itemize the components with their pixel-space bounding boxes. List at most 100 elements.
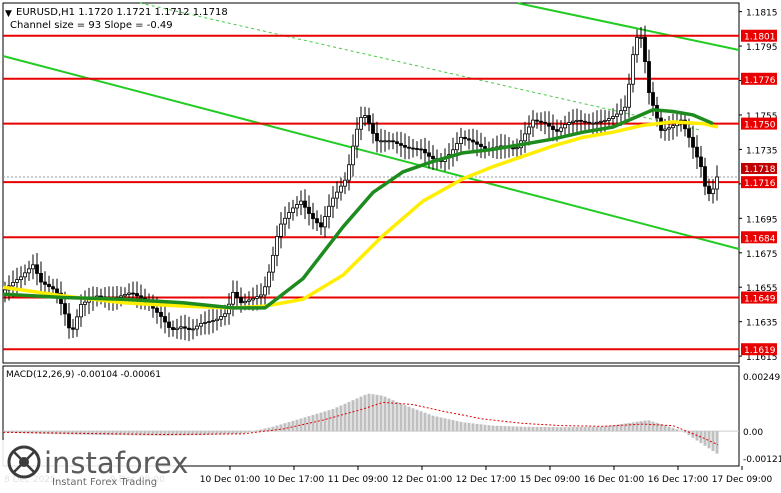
macd-bar-32 bbox=[131, 431, 135, 436]
macd-bar-38 bbox=[155, 431, 159, 436]
level-label-6: 1.1619 bbox=[744, 346, 776, 356]
candle-body-177 bbox=[711, 188, 715, 195]
macd-bar-164 bbox=[659, 423, 663, 432]
macd-bar-114 bbox=[459, 421, 463, 432]
macd-bar-64 bbox=[259, 429, 263, 432]
macd-bar-24 bbox=[99, 431, 103, 435]
y-tick-label-3: 1.1755 bbox=[746, 112, 778, 122]
macd-bar-94 bbox=[379, 395, 383, 432]
macd-bar-133 bbox=[535, 426, 539, 432]
x-tick-label-4: 12 Dec 17:00 bbox=[456, 475, 517, 485]
candle-body-80 bbox=[323, 216, 327, 228]
macd-bar-31 bbox=[127, 431, 131, 436]
macd-bar-82 bbox=[331, 409, 335, 432]
candle-body-78 bbox=[315, 218, 319, 224]
macd-bar-170 bbox=[683, 431, 687, 433]
macd-bar-126 bbox=[507, 426, 511, 432]
candle-body-106 bbox=[427, 152, 431, 157]
macd-bar-25 bbox=[103, 431, 107, 435]
candle-body-176 bbox=[707, 185, 711, 195]
level-label-box-6 bbox=[741, 343, 777, 356]
macd-bar-129 bbox=[519, 426, 523, 432]
macd-bar-50 bbox=[203, 431, 207, 436]
macd-bar-157 bbox=[631, 422, 635, 432]
macd-bar-99 bbox=[399, 403, 403, 432]
macd-bar-148 bbox=[595, 426, 599, 432]
macd-bar-13 bbox=[55, 431, 59, 435]
macd-bar-85 bbox=[343, 403, 347, 432]
macd-bar-66 bbox=[267, 427, 271, 432]
y-tick-label-0: 1.1815 bbox=[746, 9, 778, 19]
candle-body-105 bbox=[423, 149, 427, 154]
candle-body-40 bbox=[163, 316, 167, 323]
macd-bar-41 bbox=[167, 431, 171, 436]
macd-bar-113 bbox=[455, 420, 459, 432]
macd-bar-103 bbox=[415, 409, 419, 432]
macd-bar-145 bbox=[583, 426, 587, 432]
macd-bar-67 bbox=[271, 426, 275, 432]
macd-bar-56 bbox=[227, 431, 231, 435]
logo-emblem-icon bbox=[7, 445, 41, 479]
level-label-4: 1.1684 bbox=[744, 234, 776, 244]
candle-body-102 bbox=[411, 147, 415, 150]
candle-body-92 bbox=[371, 123, 375, 134]
macd-bar-139 bbox=[559, 427, 563, 432]
macd-bar-142 bbox=[571, 427, 575, 432]
macd-bar-91 bbox=[367, 393, 371, 432]
macd-bar-49 bbox=[199, 431, 203, 436]
collapse-triangle-icon[interactable]: ▼ bbox=[5, 9, 12, 19]
candle-body-143 bbox=[575, 119, 579, 122]
macd-bar-160 bbox=[643, 420, 647, 432]
candle-body-38 bbox=[155, 307, 159, 313]
macd-bar-47 bbox=[191, 431, 195, 436]
candle-body-160 bbox=[643, 37, 647, 62]
y-tick-label-9: 1.1635 bbox=[746, 319, 778, 329]
candle-body-34 bbox=[139, 295, 143, 299]
logo-brand-text: instaforex bbox=[44, 446, 188, 480]
candle-body-4 bbox=[19, 276, 23, 281]
logo-tagline-text: Instant Forex Trading bbox=[52, 477, 157, 488]
macd-bar-128 bbox=[515, 426, 519, 432]
candle-body-76 bbox=[307, 206, 311, 214]
macd-bar-121 bbox=[487, 425, 491, 432]
candle-body-127 bbox=[511, 147, 515, 150]
macd-bar-156 bbox=[627, 422, 631, 432]
macd-bar-101 bbox=[407, 406, 411, 432]
ma-yellow-line bbox=[2, 120, 719, 310]
candle-body-7 bbox=[31, 264, 35, 270]
macd-bar-96 bbox=[387, 398, 391, 432]
macd-bar-106 bbox=[427, 414, 431, 432]
candle-body-41 bbox=[167, 321, 171, 328]
macd-bar-127 bbox=[511, 426, 515, 432]
macd-bar-23 bbox=[95, 431, 99, 435]
macd-bar-34 bbox=[139, 431, 143, 436]
candle-body-44 bbox=[179, 326, 183, 329]
candle-body-101 bbox=[407, 146, 411, 149]
candle-body-30 bbox=[123, 294, 127, 297]
macd-bar-42 bbox=[171, 431, 175, 436]
macd-bar-162 bbox=[651, 421, 655, 432]
macd-bar-163 bbox=[655, 422, 659, 432]
candle-body-65 bbox=[263, 286, 267, 296]
candle-body-166 bbox=[667, 127, 671, 130]
x-tick-label-2: 11 Dec 09:00 bbox=[328, 475, 389, 485]
macd-bar-131 bbox=[527, 426, 531, 432]
macd-bar-84 bbox=[339, 405, 343, 432]
macd-bar-172 bbox=[691, 431, 695, 438]
candle-body-93 bbox=[375, 133, 379, 142]
current-price-label: 1.1718 bbox=[744, 165, 776, 175]
candle-body-12 bbox=[51, 286, 55, 290]
macd-bar-71 bbox=[287, 422, 291, 432]
candle-body-157 bbox=[631, 54, 635, 85]
level-label-5: 1.1649 bbox=[744, 295, 776, 305]
candle-body-77 bbox=[311, 213, 315, 220]
macd-bar-55 bbox=[223, 431, 227, 435]
candle-body-33 bbox=[135, 293, 139, 297]
x-tick-label-3: 12 Dec 01:00 bbox=[392, 475, 453, 485]
macd-bar-58 bbox=[235, 431, 239, 434]
macd-bar-151 bbox=[607, 425, 611, 432]
macd-bar-136 bbox=[547, 427, 551, 432]
macd-signal-line bbox=[2, 401, 719, 446]
